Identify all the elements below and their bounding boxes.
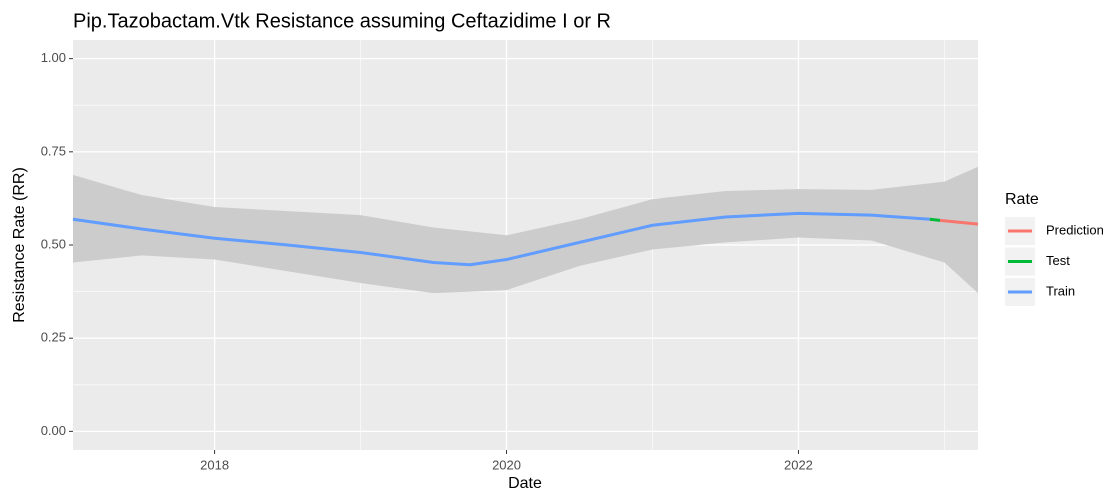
x-axis-label: Date [508,475,542,492]
legend-title: Rate [1005,191,1039,208]
x-tick-label: 2020 [492,457,521,472]
series-line [72,211,930,267]
x-tick-label: 2018 [200,457,229,472]
y-tick-label: 0.50 [41,236,66,251]
confidence-band [73,166,978,294]
y-tick-label: 1.00 [41,50,66,65]
y-tick-label: 0.25 [41,330,66,345]
y-tick-label: 0.75 [41,143,66,158]
series-line [939,218,979,226]
legend-label: Prediction [1046,222,1104,237]
x-tick-label: 2022 [784,457,813,472]
chart-title: Pip.Tazobactam.Vtk Resistance assuming C… [73,10,611,32]
y-axis-label: Resistance Rate (RR) [11,167,28,323]
series-line [929,217,941,222]
legend-label: Test [1046,253,1070,268]
y-tick-label: 0.00 [41,423,66,438]
legend-label: Train [1046,283,1075,298]
